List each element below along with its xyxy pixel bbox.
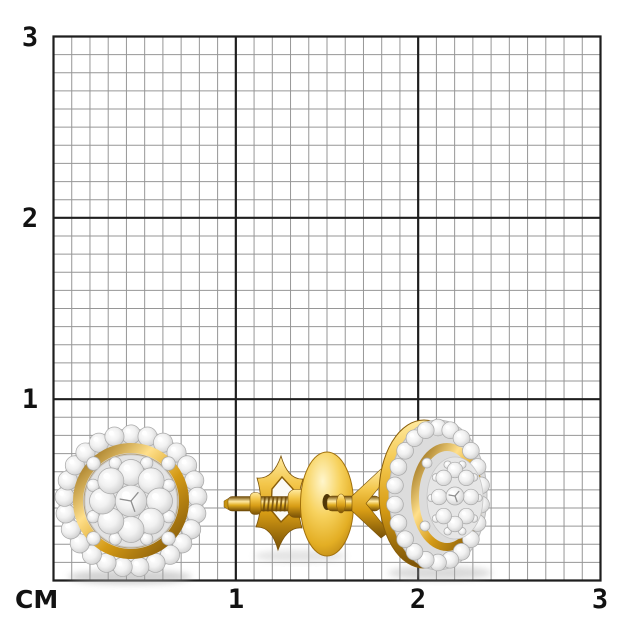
front-cluster-stones (86, 456, 176, 546)
front-channel-rim (83, 453, 179, 549)
screw-collar (249, 492, 262, 515)
post-collar (336, 493, 346, 514)
screw-back-clasp (223, 451, 390, 557)
ruler-labels: 3 2 1 СМ 1 2 3 (15, 22, 608, 615)
drop-shadows (68, 550, 492, 584)
unit-label: СМ (15, 585, 58, 614)
y-axis-tick-1: 1 (22, 384, 38, 415)
y-axis-tick-3: 3 (22, 22, 38, 53)
x-axis-tick-1: 1 (228, 584, 244, 615)
x-axis-tick-2: 2 (410, 584, 426, 615)
earring-front-view (54, 424, 208, 577)
screw-threads (262, 496, 292, 512)
y-axis-tick-2: 2 (22, 203, 38, 234)
side-cluster-stones (427, 460, 483, 536)
front-prong-balls (86, 456, 176, 546)
x-axis-tick-3: 3 (592, 584, 608, 615)
front-gold-channel (73, 443, 189, 559)
front-halo-stones (54, 424, 208, 577)
earring-side-view (378, 418, 490, 572)
